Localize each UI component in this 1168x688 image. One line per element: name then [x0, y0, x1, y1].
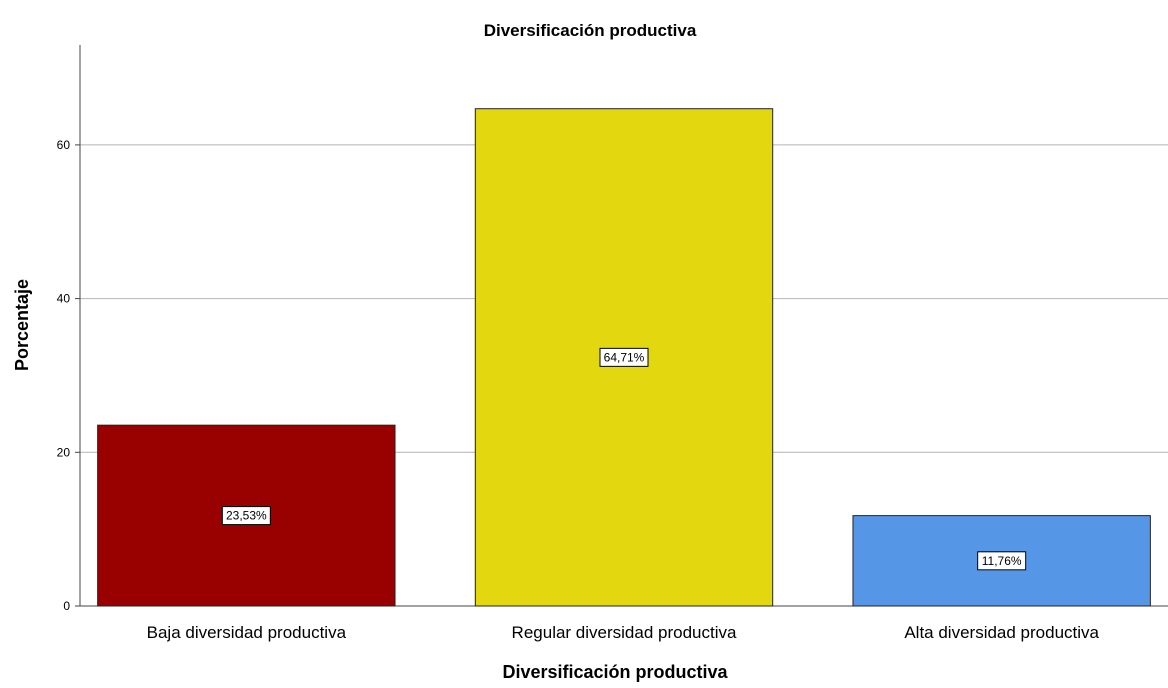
- data-label: 11,76%: [982, 554, 1022, 568]
- data-label-box: [599, 347, 649, 367]
- y-tick-label: 60: [57, 138, 71, 152]
- x-tick-label: Baja diversidad productiva: [147, 623, 347, 642]
- y-tick-label: 0: [63, 599, 70, 613]
- bar: [97, 424, 396, 607]
- bar-data-labels: 23,53% 64,71% 11,76%: [221, 347, 1027, 571]
- y-axis-title: Porcentaje: [12, 279, 32, 371]
- y-tick-label: 40: [57, 292, 71, 306]
- x-tick-labels: Baja diversidad productiva Regular divers…: [147, 623, 1100, 642]
- data-label: 64,71%: [604, 350, 645, 364]
- x-tick-label: Regular diversidad productiva: [512, 623, 737, 642]
- data-label-box: [977, 551, 1027, 571]
- x-tick-label: Alta diversidad productiva: [904, 623, 1099, 642]
- x-axis-title: Diversificación productiva: [502, 662, 728, 682]
- y-tick-label: 20: [57, 445, 71, 459]
- chart-title: Diversificación productiva: [484, 21, 697, 40]
- data-label-box: [221, 506, 271, 526]
- y-tick-labels: 0 20 40 60: [57, 138, 71, 613]
- data-label: 23,53%: [226, 509, 267, 523]
